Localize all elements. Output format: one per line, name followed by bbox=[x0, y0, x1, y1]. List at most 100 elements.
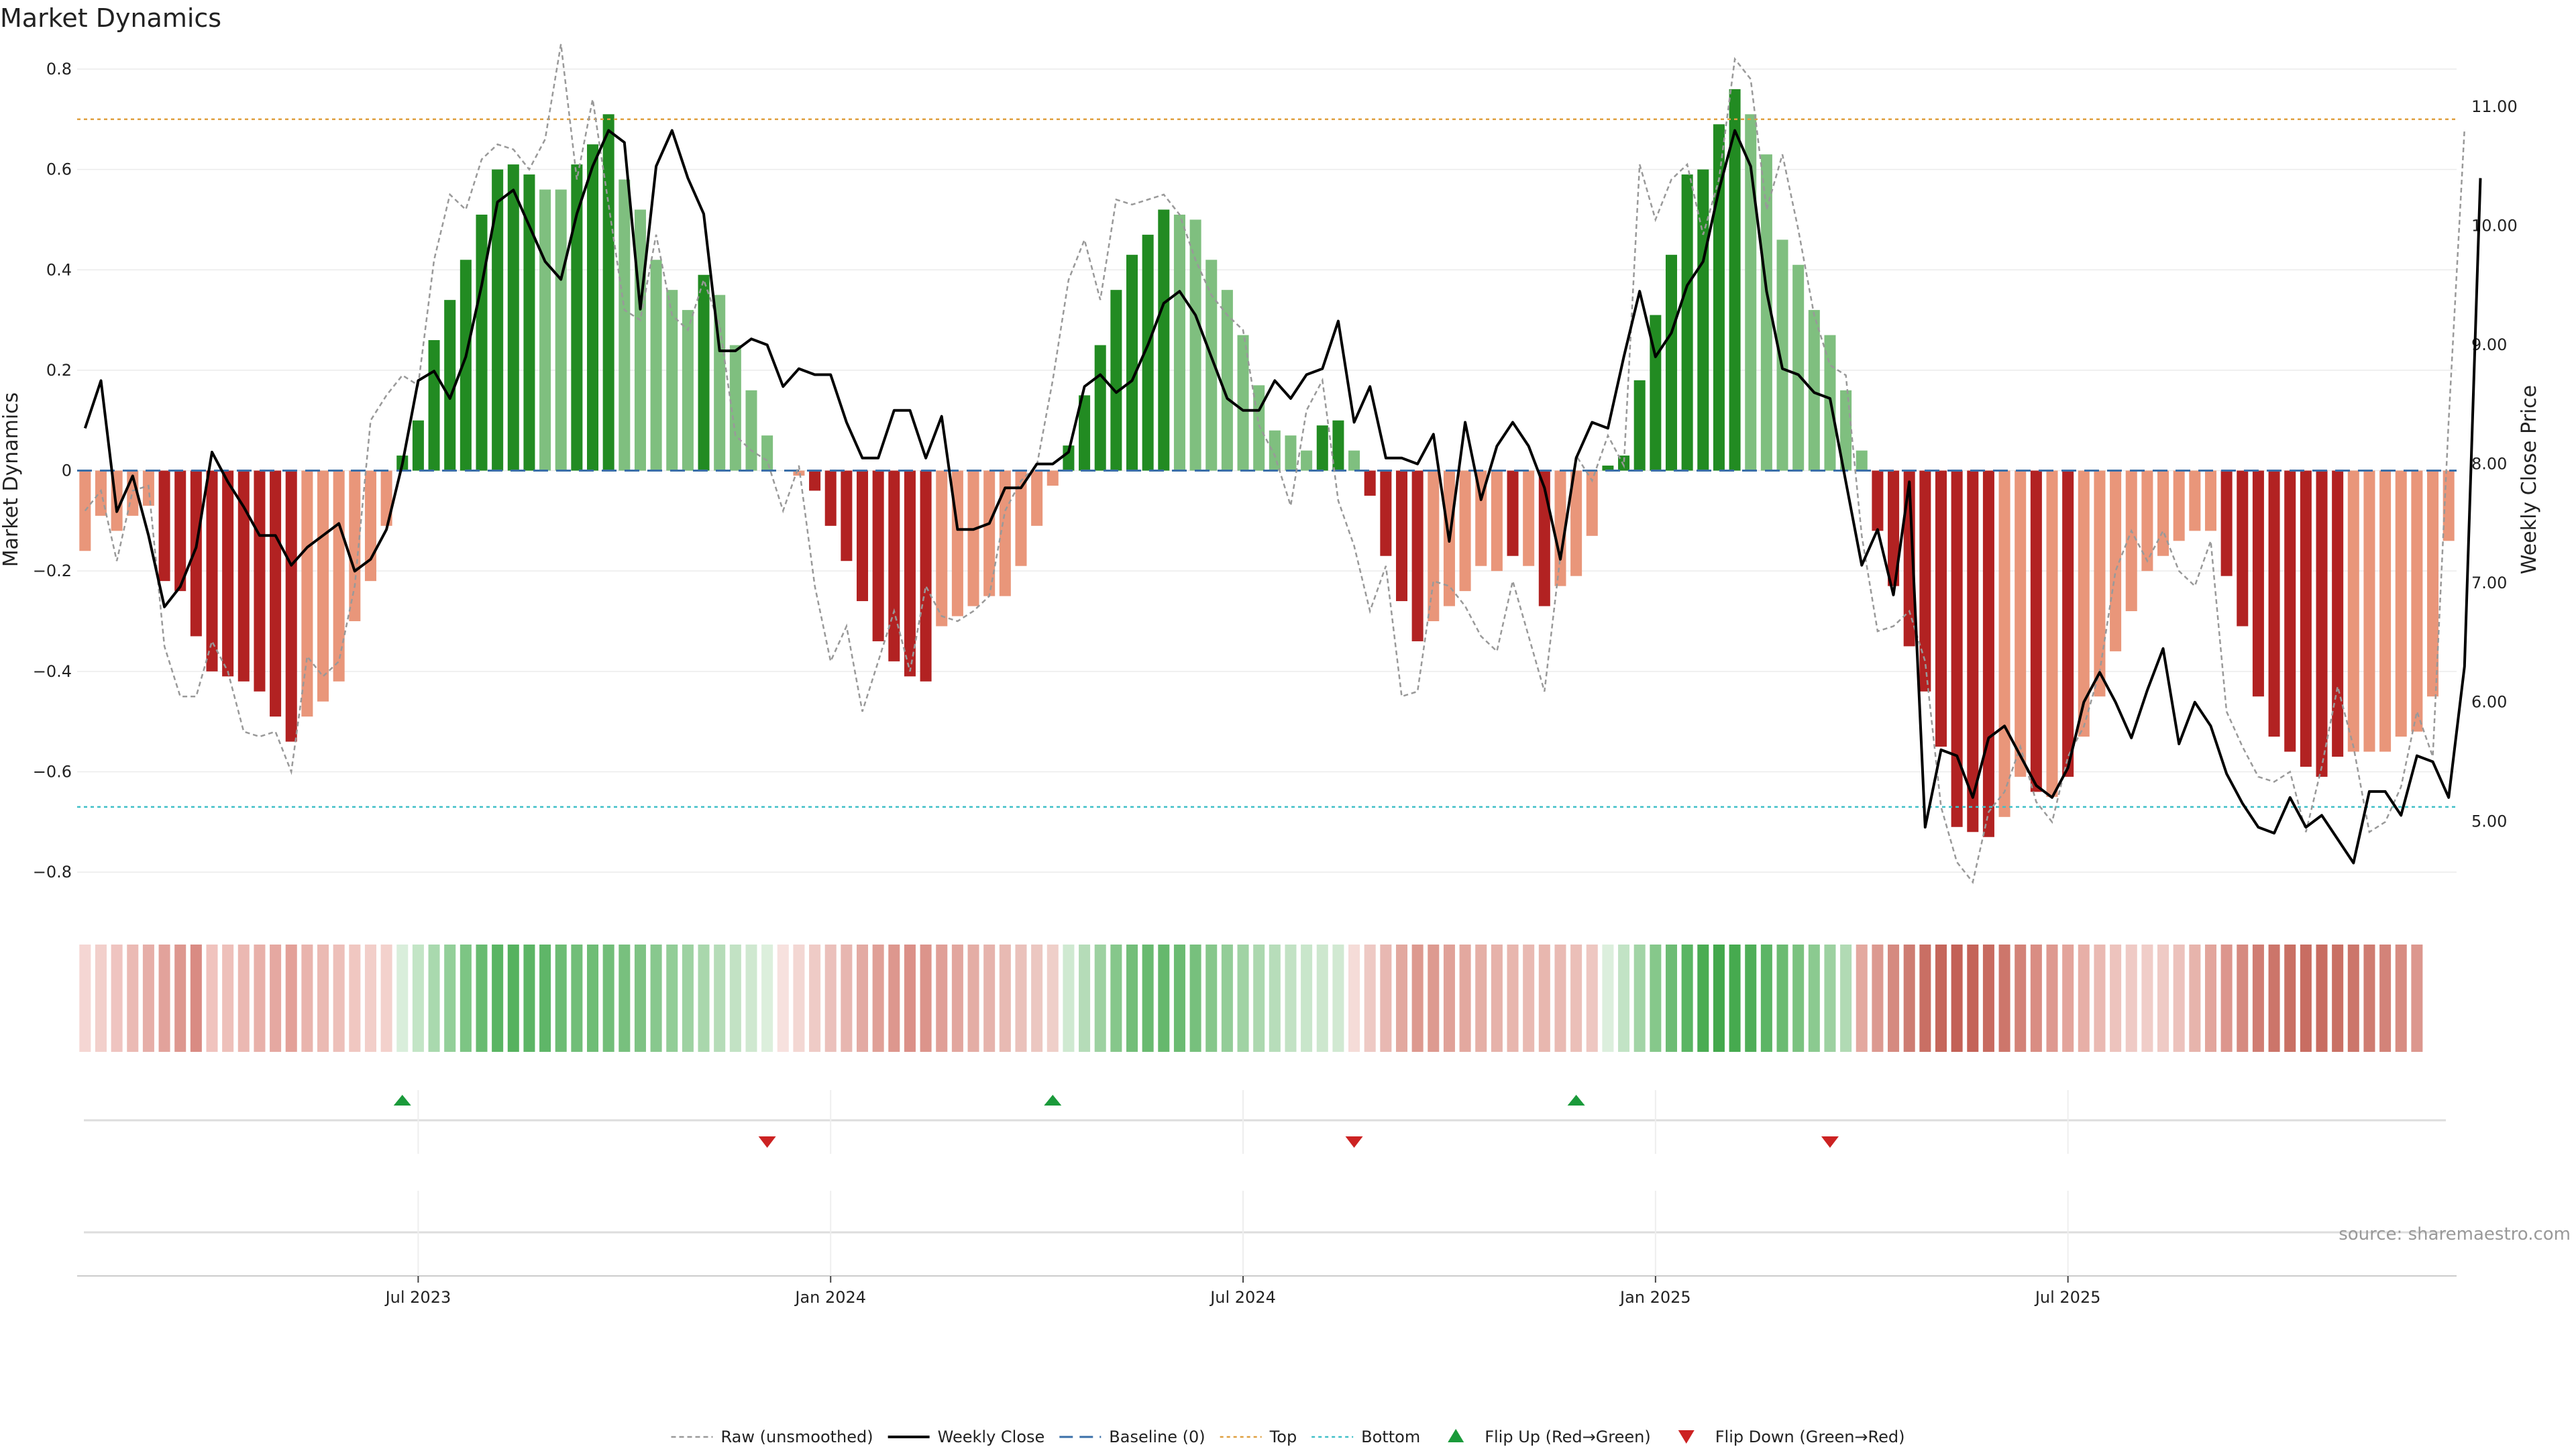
dynamics-bar bbox=[602, 114, 614, 471]
dynamics-bar bbox=[999, 470, 1011, 596]
regime-band-cell bbox=[349, 945, 361, 1052]
dynamics-bar bbox=[444, 300, 456, 471]
dynamics-bar bbox=[745, 390, 757, 471]
dynamics-bar bbox=[2427, 470, 2439, 697]
dynamics-bar bbox=[1031, 470, 1043, 526]
dynamics-bar bbox=[1173, 214, 1185, 471]
regime-band-cell bbox=[1523, 945, 1535, 1052]
y-tick-label: 0.2 bbox=[46, 361, 72, 380]
regime-band-cell bbox=[587, 945, 599, 1052]
dynamics-bar bbox=[1951, 470, 1963, 827]
y-tick-label: −0.4 bbox=[33, 662, 72, 681]
dynamics-bar bbox=[539, 189, 551, 471]
dynamics-bar bbox=[1237, 335, 1249, 471]
legend-label: Bottom bbox=[1361, 1428, 1420, 1446]
regime-band-cell bbox=[1285, 945, 1297, 1052]
regime-band-cell bbox=[1618, 945, 1630, 1052]
regime-band-cell bbox=[983, 945, 996, 1052]
dynamics-bar bbox=[222, 470, 234, 677]
dynamics-bar bbox=[1586, 470, 1598, 536]
regime-band-cell bbox=[1364, 945, 1376, 1052]
dynamics-bar bbox=[1760, 154, 1772, 471]
regime-band-cell bbox=[1079, 945, 1091, 1052]
regime-band-cell bbox=[1665, 945, 1678, 1052]
regime-band-cell bbox=[1570, 945, 1582, 1052]
dynamics-bar bbox=[856, 470, 869, 602]
legend-swatch-flip-up bbox=[1448, 1429, 1464, 1442]
dynamics-bar bbox=[1618, 455, 1630, 471]
dynamics-bar bbox=[1729, 89, 1741, 471]
regime-band-cell bbox=[1301, 945, 1313, 1052]
dynamics-bar bbox=[761, 435, 773, 471]
regime-band-cell bbox=[555, 945, 567, 1052]
regime-band-cell bbox=[492, 945, 504, 1052]
regime-band-cell bbox=[745, 945, 757, 1052]
regime-band-cell bbox=[571, 945, 583, 1052]
regime-band-cell bbox=[1443, 945, 1455, 1052]
regime-band-cell bbox=[2332, 945, 2344, 1052]
regime-band-cell bbox=[127, 945, 139, 1052]
dynamics-bar bbox=[2316, 470, 2328, 777]
dynamics-bar bbox=[1570, 470, 1582, 576]
regime-band-cell bbox=[1094, 945, 1106, 1052]
dynamics-bar bbox=[460, 260, 472, 471]
dynamics-bar bbox=[936, 470, 948, 627]
dynamics-bar bbox=[1856, 450, 1868, 471]
regime-band-cell bbox=[174, 945, 186, 1052]
dynamics-bar bbox=[412, 420, 424, 471]
dynamics-bar bbox=[634, 209, 646, 471]
dynamics-bar bbox=[2252, 470, 2264, 697]
regime-band-cell bbox=[2141, 945, 2153, 1052]
regime-band-cell bbox=[841, 945, 853, 1052]
regime-band-cell bbox=[237, 945, 250, 1052]
y2-tick-label: 9.00 bbox=[2471, 335, 2507, 354]
regime-band-cell bbox=[920, 945, 932, 1052]
dynamics-bar bbox=[1015, 470, 1027, 566]
legend-label: Flip Up (Red→Green) bbox=[1485, 1428, 1651, 1446]
regime-band-cell bbox=[95, 945, 107, 1052]
regime-band-cell bbox=[507, 945, 519, 1052]
dynamics-bar bbox=[1364, 470, 1376, 496]
dynamics-bar bbox=[1332, 420, 1344, 471]
regime-band-cell bbox=[951, 945, 963, 1052]
x-tick-label: Jul 2024 bbox=[1209, 1288, 1276, 1307]
dynamics-bar bbox=[1301, 450, 1313, 471]
dynamics-bar bbox=[2062, 470, 2074, 777]
regime-band-cell bbox=[2252, 945, 2264, 1052]
raw-series-line bbox=[84, 44, 2466, 884]
dynamics-bar bbox=[1935, 470, 1947, 747]
dynamics-bar bbox=[270, 470, 282, 717]
regime-band-cell bbox=[1475, 945, 1487, 1052]
dynamics-bar bbox=[1348, 450, 1360, 471]
regime-band-cell bbox=[206, 945, 218, 1052]
dynamics-bar bbox=[1189, 219, 1201, 471]
regime-band-cell bbox=[729, 945, 741, 1052]
regime-band-cell bbox=[2379, 945, 2392, 1052]
regime-band-cell bbox=[2062, 945, 2074, 1052]
dynamics-bar bbox=[587, 144, 599, 471]
dynamics-bar bbox=[2173, 470, 2185, 541]
dynamics-bar bbox=[428, 340, 440, 471]
regime-band-cell bbox=[1697, 945, 1709, 1052]
dynamics-bar bbox=[1713, 124, 1725, 471]
dynamics-bar bbox=[1142, 234, 1154, 471]
regime-band-cell bbox=[2157, 945, 2169, 1052]
regime-band-cell bbox=[1554, 945, 1566, 1052]
dynamics-bar bbox=[920, 470, 932, 682]
regime-band-cell bbox=[1173, 945, 1185, 1052]
dynamics-bar bbox=[872, 470, 884, 641]
regime-band-cell bbox=[254, 945, 266, 1052]
dynamics-bar bbox=[174, 470, 186, 592]
dynamics-bar bbox=[2379, 470, 2392, 752]
regime-band-cell bbox=[523, 945, 535, 1052]
dynamics-bar bbox=[2125, 470, 2137, 612]
regime-band-cell bbox=[1126, 945, 1138, 1052]
dynamics-bar bbox=[2347, 470, 2359, 752]
dynamics-bar bbox=[237, 470, 250, 682]
y-tick-label: −0.8 bbox=[33, 863, 72, 881]
dynamics-bar bbox=[1967, 470, 1979, 833]
regime-band-cell bbox=[1792, 945, 1805, 1052]
regime-band-cell bbox=[2347, 945, 2359, 1052]
regime-band-cell bbox=[1951, 945, 1963, 1052]
y-tick-label: 0.4 bbox=[46, 260, 72, 279]
